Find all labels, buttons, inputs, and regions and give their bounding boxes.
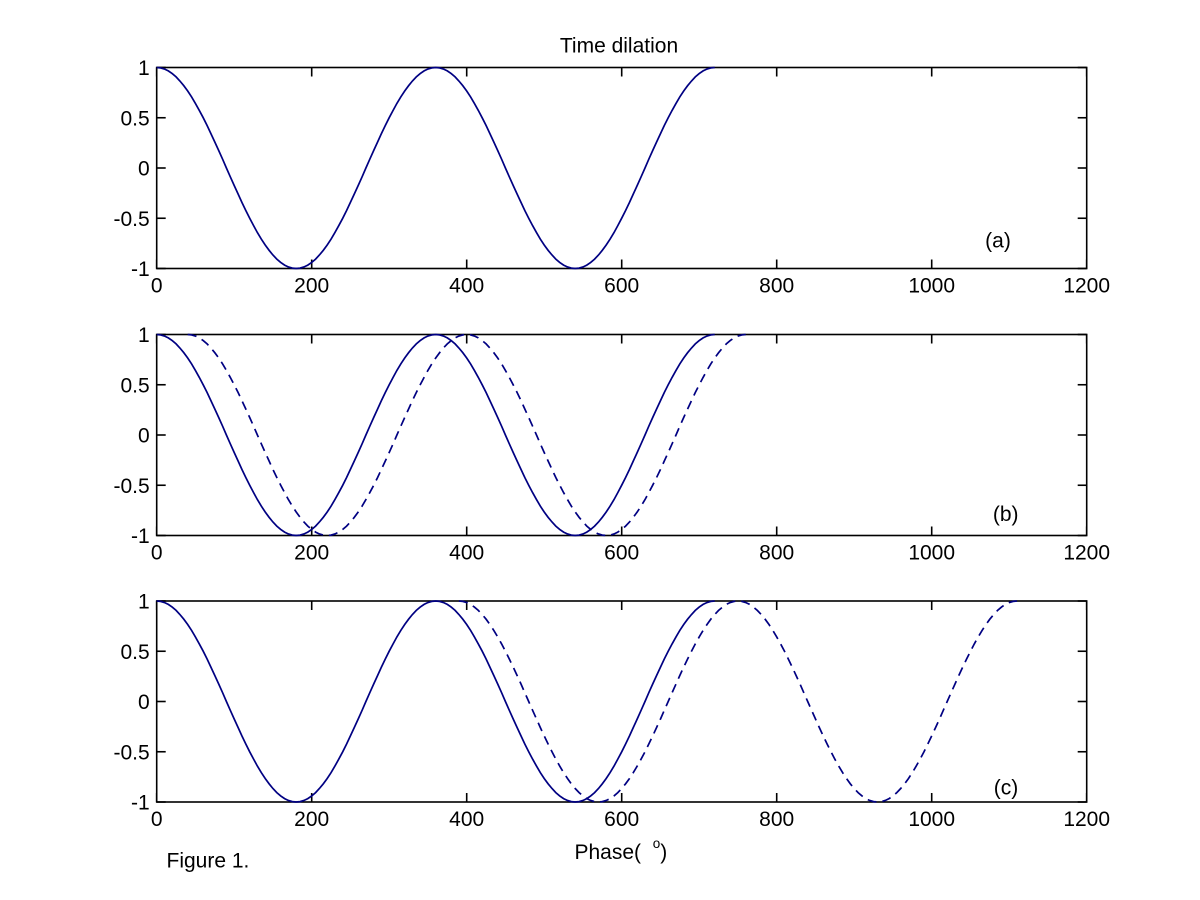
svg-text:800: 800 [759,542,794,565]
svg-text:600: 600 [604,275,639,298]
svg-text:(b): (b) [993,503,1019,526]
svg-text:1000: 1000 [908,275,955,298]
svg-text:Figure 1.: Figure 1. [167,850,250,873]
svg-text:0: 0 [138,158,150,181]
svg-text:0.5: 0.5 [120,374,149,397]
svg-text:200: 200 [294,275,329,298]
svg-text:0: 0 [151,542,163,565]
svg-text:1200: 1200 [1063,542,1110,565]
svg-text:1: 1 [138,324,150,347]
svg-text:600: 600 [604,542,639,565]
svg-text:1200: 1200 [1063,808,1110,831]
svg-text:-0.5: -0.5 [114,208,150,231]
svg-text:(a): (a) [985,229,1011,252]
svg-text:-1: -1 [131,258,150,281]
svg-text:200: 200 [294,808,329,831]
svg-text:1: 1 [138,57,150,80]
svg-text:400: 400 [449,542,484,565]
svg-text:1: 1 [138,591,150,614]
svg-text:0.5: 0.5 [120,107,149,130]
svg-text:800: 800 [759,808,794,831]
svg-text:0: 0 [138,691,150,714]
svg-text:-0.5: -0.5 [114,741,150,764]
svg-text:0: 0 [151,275,163,298]
svg-text:200: 200 [294,542,329,565]
svg-text:800: 800 [759,275,794,298]
svg-text:0: 0 [151,808,163,831]
svg-text:400: 400 [449,808,484,831]
svg-text:(c): (c) [994,776,1019,799]
svg-text:1000: 1000 [908,542,955,565]
svg-text:0.5: 0.5 [120,641,149,664]
svg-text:-1: -1 [131,525,150,548]
svg-text:1200: 1200 [1063,275,1110,298]
svg-text:Phase( o): Phase( o) [575,836,668,864]
svg-text:-1: -1 [131,792,150,815]
svg-text:-0.5: -0.5 [114,475,150,498]
svg-text:0: 0 [138,425,150,448]
svg-text:1000: 1000 [908,808,955,831]
svg-text:600: 600 [604,808,639,831]
svg-text:400: 400 [449,275,484,298]
svg-text:Time dilation: Time dilation [560,35,678,58]
